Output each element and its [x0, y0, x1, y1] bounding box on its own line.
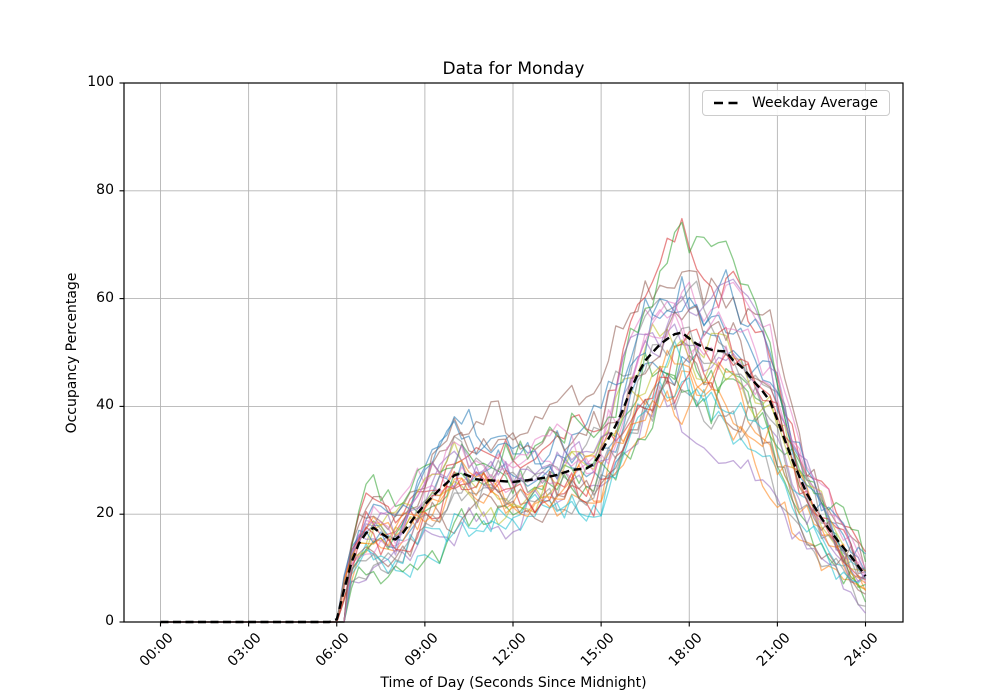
- grid-lines: [124, 82, 903, 623]
- y-tick-label: 40: [96, 397, 114, 414]
- tick-marks: [119, 82, 867, 627]
- y-tick-label: 100: [87, 74, 114, 90]
- average-line: [160, 331, 867, 624]
- y-tick-label: 80: [96, 181, 114, 198]
- y-tick-label: 20: [96, 505, 114, 522]
- dashed-line-icon: [713, 101, 742, 105]
- axes-spines: [123, 82, 904, 623]
- legend: Weekday Average: [701, 90, 890, 116]
- x-axis-label: Time of Day (Seconds Since Midnight): [380, 675, 647, 691]
- chart-title: Data for Monday: [442, 59, 585, 79]
- ensemble-lines: [160, 217, 867, 623]
- legend-label: Weekday Average: [751, 95, 878, 111]
- y-tick-label: 60: [96, 289, 114, 306]
- y-tick-label: 0: [105, 613, 114, 629]
